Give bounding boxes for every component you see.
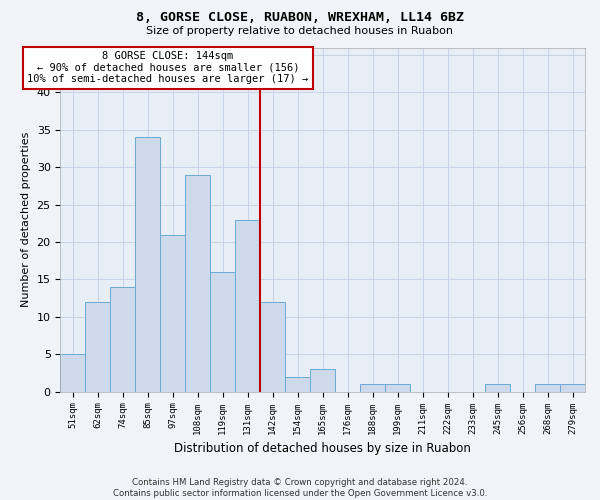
Y-axis label: Number of detached properties: Number of detached properties — [21, 132, 31, 308]
Text: 8, GORSE CLOSE, RUABON, WREXHAM, LL14 6BZ: 8, GORSE CLOSE, RUABON, WREXHAM, LL14 6B… — [136, 11, 464, 24]
Bar — [61, 354, 85, 392]
Bar — [360, 384, 385, 392]
Bar — [485, 384, 510, 392]
Bar — [85, 302, 110, 392]
Bar — [136, 138, 160, 392]
Bar — [560, 384, 585, 392]
Bar — [385, 384, 410, 392]
Text: 8 GORSE CLOSE: 144sqm
← 90% of detached houses are smaller (156)
10% of semi-det: 8 GORSE CLOSE: 144sqm ← 90% of detached … — [27, 51, 308, 84]
Bar — [235, 220, 260, 392]
Bar — [110, 287, 136, 392]
Bar — [285, 376, 310, 392]
Bar — [160, 234, 185, 392]
Text: Size of property relative to detached houses in Ruabon: Size of property relative to detached ho… — [146, 26, 454, 36]
Bar — [210, 272, 235, 392]
Bar — [185, 174, 210, 392]
Bar — [535, 384, 560, 392]
Bar — [260, 302, 285, 392]
Bar — [310, 369, 335, 392]
X-axis label: Distribution of detached houses by size in Ruabon: Distribution of detached houses by size … — [174, 442, 471, 455]
Text: Contains HM Land Registry data © Crown copyright and database right 2024.
Contai: Contains HM Land Registry data © Crown c… — [113, 478, 487, 498]
